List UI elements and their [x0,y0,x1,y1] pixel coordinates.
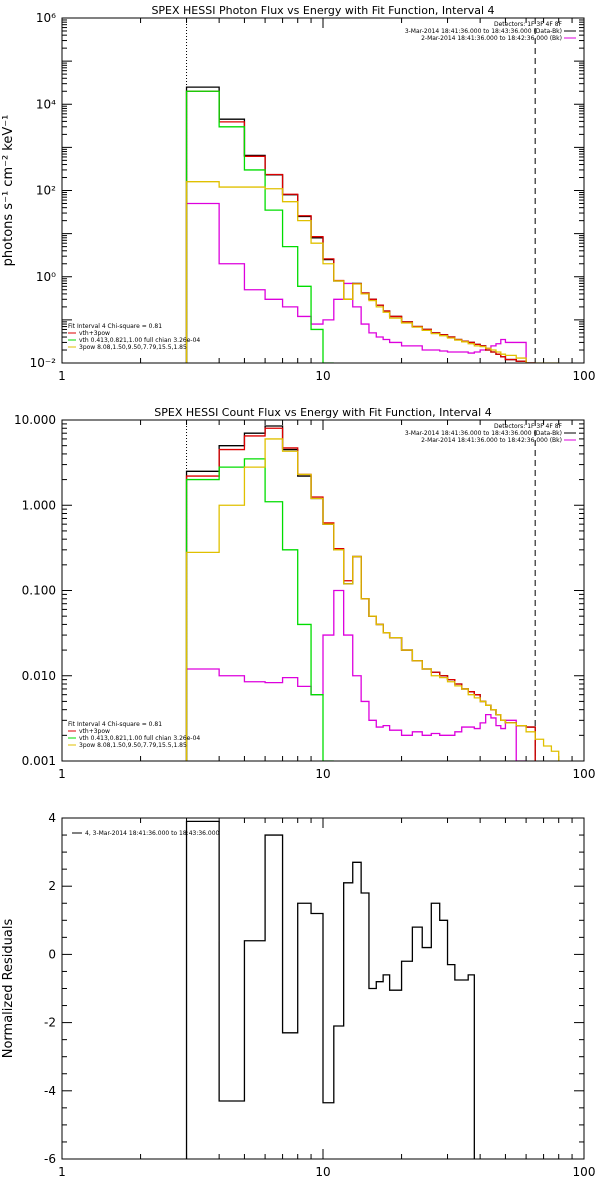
y-tick-label: 10⁴ [36,97,56,111]
series-vth-component [185,458,334,761]
plot-frame [61,817,585,1160]
legend-bottom: Fit Interval 4 Chi-square = 0.81vth+3pow… [68,323,200,351]
x-tick-label: 10 [315,767,330,781]
y-tick-label: 2 [48,879,56,893]
series-3pow-component [185,438,560,761]
legend-entry: vth 0.413,0.821,1.00 full chian 3.26e-04 [79,337,200,344]
x-ticks: 1 10 100 [58,420,595,781]
series-vth-plus-3pow-fit [185,90,536,363]
series-background [185,202,536,363]
series-3pow-component [185,181,559,363]
series-group [185,86,559,363]
plot-frame [61,419,585,762]
photon-flux-panel: SPEX HESSI Photon Flux vs Energy with Fi… [1,4,595,383]
legend-entry: 3pow 8.08,1.50,9.50,7.79,15.5,1.85 [79,344,187,351]
legend-entry: 2-Mar-2014 18:41:36.000 to 18:42:36.000 … [421,437,562,444]
legend-entry: 4, 3-Mar-2014 18:41:36.000 to 18:43:36.0… [85,830,220,837]
legend-entry: vth 0.413,0.821,1.00 full chian 3.26e-04 [79,735,200,742]
plot-frame [61,17,585,364]
y-ticks: -6 -4 -2 0 2 4 [44,811,584,1166]
legend-top: Detectors: 1F 3F 4F 8F3-Mar-2014 18:41:3… [405,21,576,42]
y-tick-label: 10² [36,184,56,198]
y-ticks: 0.001 0.010 0.100 1.000 10.000 [14,413,584,768]
y-ticks: 10⁻² 10⁰ 10² 10⁴ 10⁶ [30,11,584,370]
y-tick-label: 0.100 [22,584,56,598]
y-tick-label: 10.000 [14,413,56,427]
series-group [185,820,475,1159]
y-tick-label: -2 [44,1016,56,1030]
legend-top: 4, 3-Mar-2014 18:41:36.000 to 18:43:36.0… [72,830,220,837]
legend-entry: 3-Mar-2014 18:41:36.000 to 18:43:36.000 … [405,28,562,35]
y-tick-label: -4 [44,1084,56,1098]
y-tick-label: 0.001 [22,754,56,768]
y-tick-label: 10⁰ [36,270,56,284]
count-flux-panel: SPEX HESSI Count Flux vs Energy with Fit… [14,406,595,781]
x-tick-label: 100 [573,1165,596,1179]
y-axis-label: Normalized Residuals [1,919,16,1059]
x-tick-label: 100 [573,369,596,383]
y-tick-label: 0 [48,947,56,961]
x-tick-label: 10 [315,1165,330,1179]
x-tick-label: 1 [58,1165,66,1179]
y-axis-label: photons s⁻¹ cm⁻² keV⁻¹ [1,115,16,267]
x-tick-label: 1 [58,369,66,383]
y-tick-label: -6 [44,1152,56,1166]
legend-top: Detectors: 1F 3F 4F 8F3-Mar-2014 18:41:3… [405,423,576,444]
y-tick-label: 1.000 [22,498,56,512]
legend-entry: vth+3pow [79,728,110,735]
y-tick-label: 10⁻² [30,356,57,370]
legend-entry: Fit Interval 4 Chi-square = 0.81 [68,721,162,728]
series-group [185,425,560,761]
legend-entry: 3pow 8.08,1.50,9.50,7.79,15.5,1.85 [79,742,187,749]
legend-entry: 3-Mar-2014 18:41:36.000 to 18:43:36.000 … [405,430,562,437]
x-tick-label: 100 [573,767,596,781]
residuals-panel: Normalized Residuals 1 10 100 -6 -4 -2 0 2 4 4, 3-… [1,811,595,1179]
y-tick-label: 10⁶ [36,11,56,25]
legend-bottom: Fit Interval 4 Chi-square = 0.81vth+3pow… [68,721,200,749]
x-ticks: 1 10 100 [58,818,595,1179]
legend-entry: Detectors: 1F 3F 4F 8F [494,21,563,28]
chart-title: SPEX HESSI Photon Flux vs Energy with Fi… [151,4,494,17]
chart-title: SPEX HESSI Count Flux vs Energy with Fit… [154,406,491,419]
legend-entry: Fit Interval 4 Chi-square = 0.81 [68,323,162,330]
series-vth-component [185,90,334,363]
x-tick-label: 10 [315,369,330,383]
legend-entry: vth+3pow [79,330,110,337]
y-tick-label: 0.010 [22,669,56,683]
series-background [185,589,527,761]
series-data-total [185,820,475,1159]
x-tick-label: 1 [58,767,66,781]
legend-entry: Detectors: 1F 3F 4F 8F [494,423,563,430]
y-tick-label: 4 [48,811,56,825]
legend-entry: 2-Mar-2014 18:41:36.000 to 18:42:36.000 … [421,35,562,42]
